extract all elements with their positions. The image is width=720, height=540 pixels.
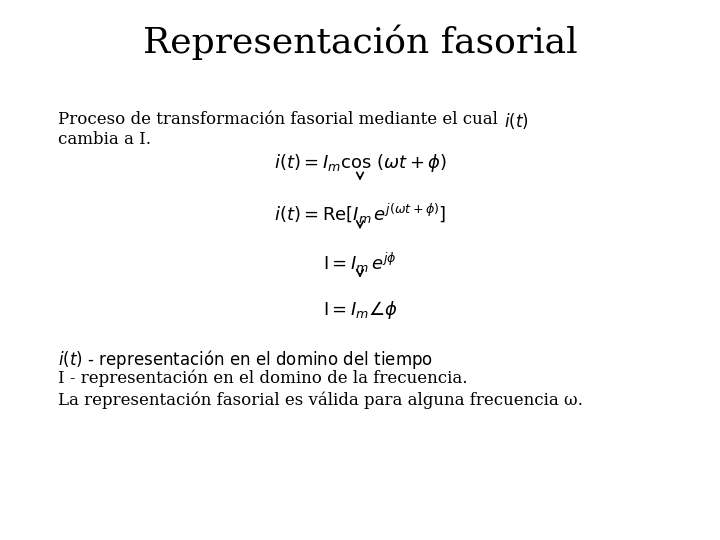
Text: La representación fasorial es válida para alguna frecuencia ω.: La representación fasorial es válida par… bbox=[58, 392, 582, 409]
Text: $i(t)$ - representación en el domino del tiempo: $i(t)$ - representación en el domino del… bbox=[58, 348, 433, 372]
Text: I - representación en el domino de la frecuencia.: I - representación en el domino de la fr… bbox=[58, 370, 467, 387]
Text: $i(t) = I_m \cos\,(\omega t + \phi)$: $i(t) = I_m \cos\,(\omega t + \phi)$ bbox=[274, 152, 446, 174]
Text: $\mathrm{I} = I_m\, e^{j\phi}$: $\mathrm{I} = I_m\, e^{j\phi}$ bbox=[323, 251, 397, 275]
Text: $i(t) = \mathrm{Re}[I_m\, e^{j(\omega t+\phi)}]$: $i(t) = \mathrm{Re}[I_m\, e^{j(\omega t+… bbox=[274, 202, 446, 226]
Text: $\mathrm{I} = I_m \angle \phi$: $\mathrm{I} = I_m \angle \phi$ bbox=[323, 299, 397, 321]
Text: $i(t)$: $i(t)$ bbox=[504, 111, 528, 131]
Text: Proceso de transformación fasorial mediante el cual: Proceso de transformación fasorial media… bbox=[58, 111, 503, 127]
Text: cambia a I.: cambia a I. bbox=[58, 131, 150, 147]
Text: Representación fasorial: Representación fasorial bbox=[143, 24, 577, 60]
